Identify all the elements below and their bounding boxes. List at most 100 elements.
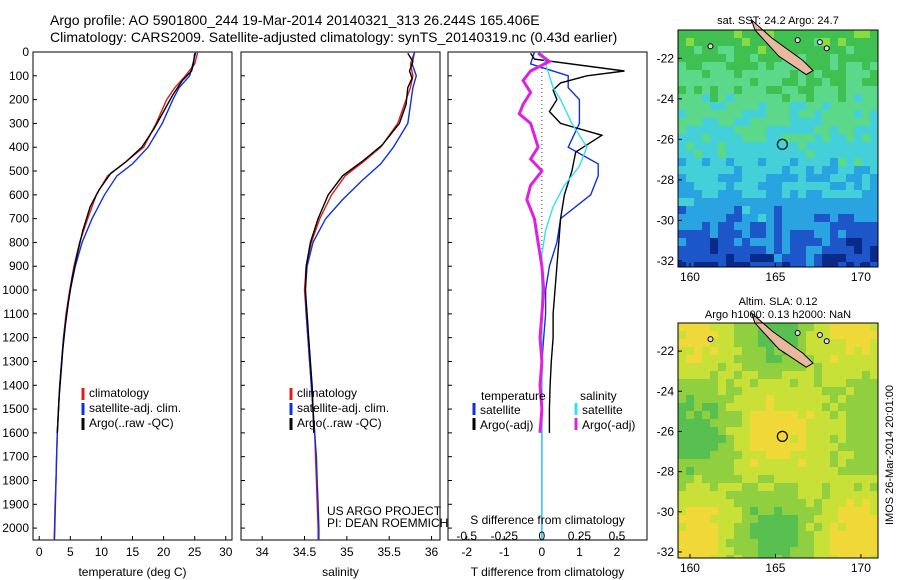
map-cell bbox=[830, 86, 838, 94]
map-cell bbox=[862, 523, 870, 531]
map-cell bbox=[782, 395, 790, 403]
salinity-xlabel: salinity bbox=[322, 565, 359, 579]
map-cell bbox=[702, 523, 710, 531]
map-cell bbox=[734, 150, 742, 158]
map-cell bbox=[870, 38, 878, 46]
map-cell bbox=[742, 102, 750, 110]
map-cell bbox=[782, 555, 790, 558]
map-cell bbox=[758, 387, 766, 395]
map-cell bbox=[750, 94, 758, 102]
map-cell bbox=[750, 427, 758, 435]
map-cell bbox=[686, 531, 694, 539]
map-cell bbox=[846, 182, 854, 190]
map-cell bbox=[742, 230, 750, 238]
map-cell bbox=[838, 158, 846, 166]
map-cell bbox=[734, 475, 742, 483]
sla-map-ytick-label: -28 bbox=[657, 465, 675, 479]
map-cell bbox=[798, 134, 806, 142]
map-cell bbox=[854, 182, 862, 190]
map-cell bbox=[806, 555, 814, 558]
map-cell bbox=[774, 134, 782, 142]
map-cell bbox=[798, 467, 806, 475]
map-cell bbox=[822, 395, 830, 403]
map-cell bbox=[830, 539, 838, 547]
map-cell bbox=[774, 347, 782, 355]
differences-xtick-label: 2 bbox=[614, 545, 621, 559]
map-cell bbox=[862, 54, 870, 62]
map-cell bbox=[830, 451, 838, 459]
map-cell bbox=[798, 347, 806, 355]
map-cell bbox=[782, 70, 790, 78]
map-cell bbox=[806, 126, 814, 134]
map-cell bbox=[822, 403, 830, 411]
map-cell bbox=[814, 182, 822, 190]
map-cell bbox=[870, 339, 878, 347]
map-cell bbox=[758, 483, 766, 491]
map-cell bbox=[846, 435, 854, 443]
map-cell bbox=[790, 547, 798, 555]
map-cell bbox=[686, 222, 694, 230]
map-cell bbox=[750, 126, 758, 134]
map-cell bbox=[862, 118, 870, 126]
map-cell bbox=[734, 158, 742, 166]
map-cell bbox=[758, 547, 766, 555]
map-cell bbox=[854, 331, 862, 339]
map-cell bbox=[742, 555, 750, 558]
map-cell bbox=[774, 70, 782, 78]
map-cell bbox=[798, 459, 806, 467]
map-cell bbox=[862, 475, 870, 483]
map-cell bbox=[854, 30, 862, 38]
map-cell bbox=[750, 363, 758, 371]
map-cell bbox=[734, 262, 742, 267]
map-cell bbox=[742, 331, 750, 339]
map-cell bbox=[702, 547, 710, 555]
map-cell bbox=[702, 387, 710, 395]
map-cell bbox=[830, 254, 838, 262]
map-cell bbox=[870, 190, 878, 198]
map-cell bbox=[726, 331, 734, 339]
map-cell bbox=[710, 118, 718, 126]
map-cell bbox=[702, 214, 710, 222]
map-cell bbox=[694, 214, 702, 222]
map-cell bbox=[790, 467, 798, 475]
map-cell bbox=[830, 134, 838, 142]
map-cell bbox=[782, 483, 790, 491]
map-cell bbox=[854, 371, 862, 379]
map-cell bbox=[854, 262, 862, 267]
map-cell bbox=[686, 491, 694, 499]
map-cell bbox=[766, 54, 774, 62]
map-cell bbox=[870, 230, 878, 238]
map-cell bbox=[710, 182, 718, 190]
map-cell bbox=[830, 467, 838, 475]
temperature-ytick-label: 1900 bbox=[2, 497, 29, 511]
map-cell bbox=[686, 499, 694, 507]
map-cell bbox=[822, 166, 830, 174]
map-cell bbox=[702, 411, 710, 419]
temperature-ytick-label: 2000 bbox=[2, 521, 29, 535]
map-cell bbox=[694, 475, 702, 483]
map-cell bbox=[822, 451, 830, 459]
map-cell bbox=[774, 499, 782, 507]
map-cell bbox=[726, 230, 734, 238]
map-cell bbox=[686, 102, 694, 110]
map-cell bbox=[854, 118, 862, 126]
map-cell bbox=[710, 499, 718, 507]
map-cell bbox=[750, 331, 758, 339]
map-cell bbox=[742, 150, 750, 158]
map-cell bbox=[742, 403, 750, 411]
map-cell bbox=[838, 427, 846, 435]
map-cell bbox=[822, 134, 830, 142]
map-cell bbox=[846, 363, 854, 371]
map-cell bbox=[814, 174, 822, 182]
map-cell bbox=[830, 110, 838, 118]
map-cell bbox=[838, 523, 846, 531]
map-cell bbox=[758, 435, 766, 443]
map-cell bbox=[718, 214, 726, 222]
map-cell bbox=[758, 86, 766, 94]
map-cell bbox=[694, 102, 702, 110]
map-cell bbox=[718, 126, 726, 134]
map-cell bbox=[846, 54, 854, 62]
map-cell bbox=[758, 459, 766, 467]
map-cell bbox=[694, 174, 702, 182]
map-cell bbox=[694, 355, 702, 363]
